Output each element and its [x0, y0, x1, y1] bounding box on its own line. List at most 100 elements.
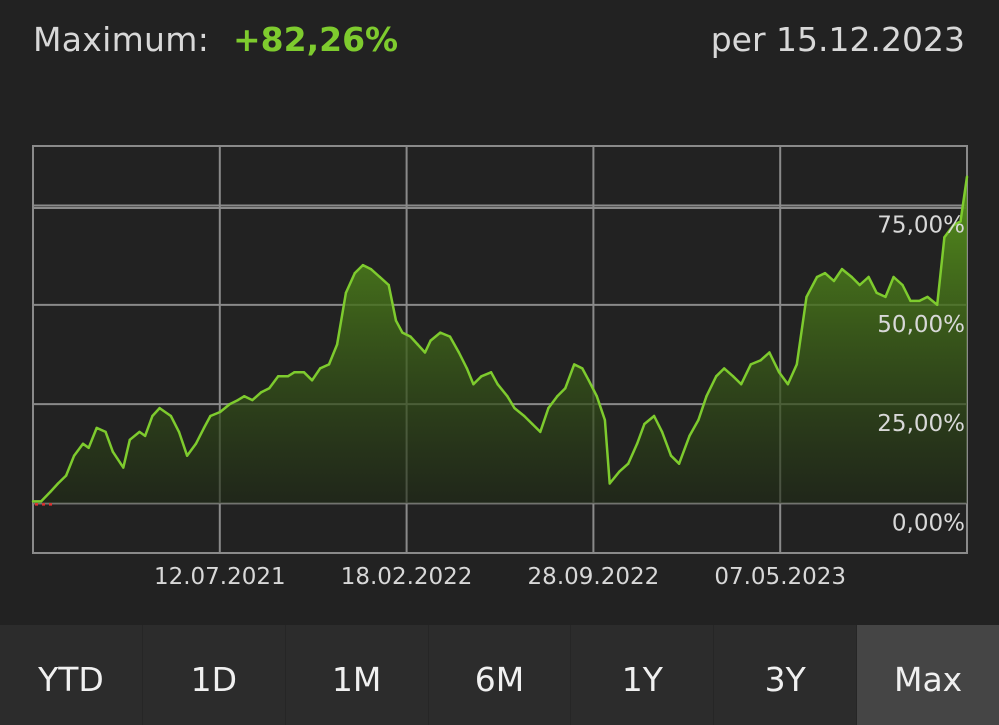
range-tab-3y[interactable]: 3Y [714, 625, 858, 725]
data-point [643, 422, 646, 426]
y-tick-label: 0,00% [892, 510, 965, 536]
data-point [901, 283, 904, 287]
data-point [669, 454, 673, 457]
data-point [496, 383, 499, 386]
data-point [547, 406, 550, 410]
x-tick-label: 28.09.2022 [528, 564, 660, 590]
data-point [39, 500, 43, 503]
data-point [401, 331, 404, 334]
data-point [251, 398, 254, 402]
data-point [677, 462, 681, 465]
data-point [506, 395, 509, 398]
y-tick-label: 50,00% [877, 312, 965, 338]
range-tab-1y[interactable]: 1Y [571, 625, 715, 725]
data-point [151, 414, 154, 418]
data-point [603, 418, 607, 422]
performance-value: +82,26% [233, 20, 399, 59]
data-point [361, 263, 365, 267]
y-tick-label: 25,00% [877, 411, 965, 437]
data-point [286, 375, 290, 378]
data-point [409, 335, 412, 338]
data-point [795, 363, 798, 366]
data-point [64, 474, 68, 477]
data-point [635, 442, 639, 445]
data-point [850, 275, 853, 279]
data-point [523, 414, 526, 418]
data-point [302, 371, 306, 374]
data-point [81, 442, 85, 445]
data-point [378, 275, 381, 279]
data-point [759, 359, 762, 362]
series-area-fill [33, 176, 967, 504]
data-point [627, 462, 630, 465]
data-point [49, 490, 52, 493]
data-point [158, 406, 161, 410]
data-point [823, 271, 827, 275]
range-tab-1d[interactable]: 1D [142, 625, 286, 725]
data-point [943, 236, 946, 239]
data-point [327, 363, 331, 366]
data-point [169, 414, 173, 418]
data-point [875, 291, 878, 295]
chart-area-layer [31, 175, 969, 506]
data-point [394, 319, 398, 322]
data-point [344, 291, 348, 295]
data-point [439, 331, 442, 334]
data-point [884, 295, 887, 299]
data-point [465, 367, 469, 370]
range-tab-1m[interactable]: 1M [285, 625, 429, 725]
data-point [209, 414, 212, 418]
data-point [595, 395, 598, 398]
x-tick-label: 07.05.2023 [714, 564, 846, 590]
data-point [457, 351, 461, 354]
data-point [952, 224, 955, 227]
data-point [122, 466, 125, 469]
data-point [749, 363, 752, 366]
data-point [472, 383, 475, 386]
data-point [705, 395, 708, 398]
data-point [268, 387, 271, 390]
data-point [556, 395, 559, 398]
performance-label: Maximum: [33, 20, 210, 59]
data-point [369, 267, 373, 271]
range-tab-max[interactable]: Max [857, 625, 999, 725]
data-point [768, 351, 771, 354]
data-point [489, 371, 493, 374]
range-tab-ytd[interactable]: YTD [0, 625, 143, 725]
data-point [777, 371, 781, 374]
data-point [786, 383, 790, 386]
data-point [72, 454, 76, 457]
data-point [143, 434, 147, 438]
data-point [31, 500, 35, 503]
data-point [185, 454, 189, 457]
data-point [618, 470, 621, 473]
range-tab-6m[interactable]: 6M [428, 625, 572, 725]
data-point [539, 430, 542, 434]
data-point [480, 375, 483, 378]
data-point [310, 379, 314, 382]
x-tick-label: 18.02.2022 [341, 564, 473, 590]
data-point [892, 275, 895, 279]
performance-header: Maximum: +82,26% per 15.12.2023 [0, 0, 999, 90]
data-point [293, 371, 296, 374]
data-point [243, 395, 246, 398]
data-point [867, 275, 870, 279]
data-point [740, 383, 743, 386]
data-point [660, 430, 664, 434]
data-point [608, 482, 611, 485]
data-point [715, 375, 718, 378]
performance-chart: 0,00% 25,00% 50,00% 75,00% 12.07.2021 18.02.… [31, 145, 969, 590]
data-point [965, 175, 969, 178]
data-point [177, 430, 181, 434]
data-point [936, 303, 939, 306]
data-point [587, 379, 590, 382]
data-point [138, 430, 141, 434]
data-point [353, 271, 356, 275]
data-point [832, 279, 836, 283]
data-point [697, 418, 700, 422]
data-point [104, 430, 107, 434]
data-point [128, 438, 131, 441]
data-point [723, 367, 726, 370]
y-axis-labels: 0,00% 25,00% 50,00% 75,00% [877, 213, 965, 537]
